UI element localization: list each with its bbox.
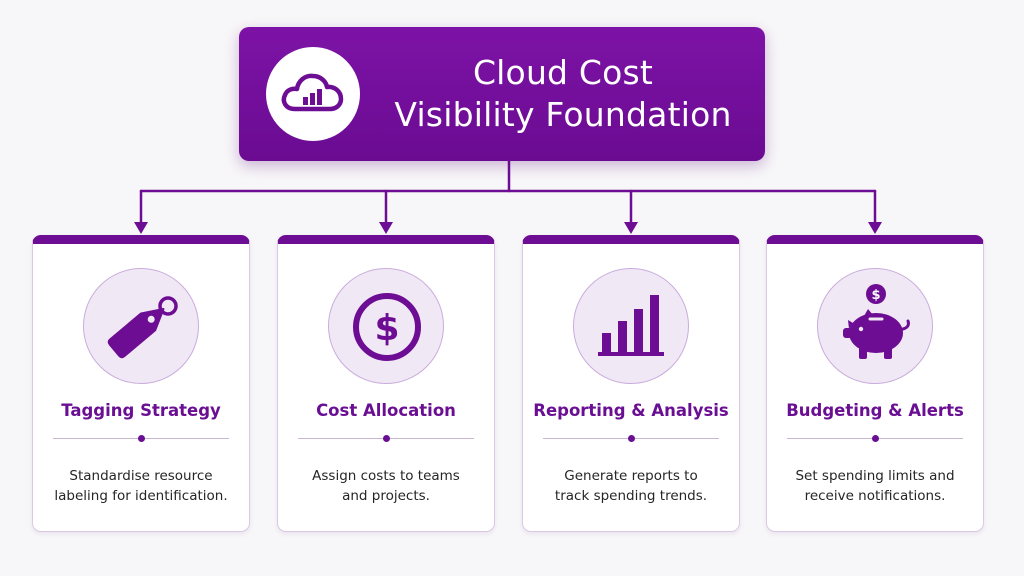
card-tagging-strategy: Tagging Strategy Standardise resource la… [32,235,250,532]
bar-chart-icon [598,295,664,356]
card-divider [298,435,474,442]
card-title: Budgeting & Alerts [786,401,964,420]
tag-icon [107,296,178,359]
arrow-down-icon [134,222,148,234]
card-description: Assign costs to teams and projects. [312,468,460,504]
arrow-down-icon [624,222,638,234]
card-budgeting-alerts: $ Budgeting & Alerts Set spending limits… [766,235,984,532]
card-cost-allocation: $ Cost Allocation Assign costs to teams … [277,235,495,532]
card-title: Tagging Strategy [61,401,221,420]
card-description: Generate reports to track spending trend… [554,468,708,504]
card-description: Set spending limits and receive notifica… [795,468,955,504]
card-description: Standardise resource labeling for identi… [54,468,228,504]
card-divider [53,435,229,442]
svg-text:$: $ [871,288,880,303]
card-divider [787,435,963,442]
card-icon-badge: $ [328,268,444,384]
dollar-icon: $ [353,293,421,361]
divider-dot [137,435,145,442]
divider-dot [871,435,879,442]
header-title: Cloud Cost Visibility Foundation [373,47,753,141]
header-banner: Cloud Cost Visibility Foundation [239,27,765,161]
arrow-down-icon [379,222,393,234]
card-reporting-analysis: Reporting & Analysis Generate reports to… [522,235,740,532]
card-divider [543,435,719,442]
svg-text:$: $ [374,308,399,349]
divider-dot [382,435,390,442]
cloud-chart-icon [281,73,344,112]
card-title: Cost Allocation [316,401,456,420]
header-title-line-2: Visibility Foundation [394,95,732,134]
piggy-bank-icon: $ [843,284,910,359]
card-icon-badge [83,268,199,384]
header-title-line-1: Cloud Cost [472,53,654,92]
card-icon-badge: $ [817,268,933,384]
divider-dot [627,435,635,442]
arrow-down-icon [868,222,882,234]
card-title: Reporting & Analysis [533,401,729,420]
header-icon-badge [266,47,360,141]
card-icon-badge [573,268,689,384]
